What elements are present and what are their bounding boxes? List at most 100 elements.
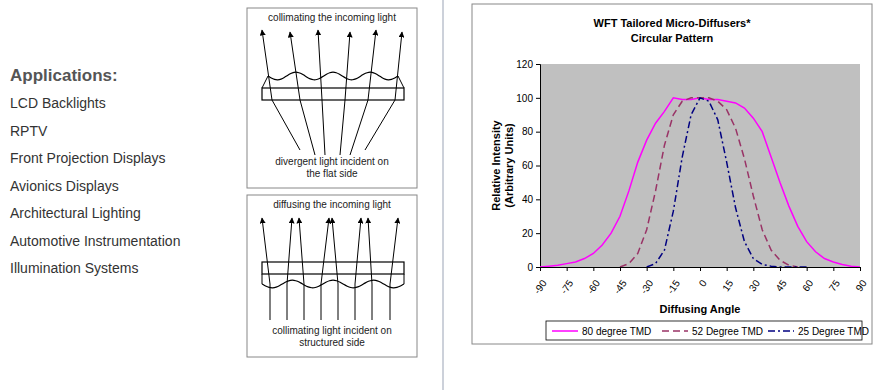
x-tick: 90 [853, 267, 869, 293]
x-tick-mark [833, 267, 834, 271]
legend-swatch [552, 330, 578, 332]
application-item: LCD Backlights [10, 95, 106, 111]
y-tick-label: 120 [516, 59, 533, 70]
x-tick: 15 [720, 267, 736, 293]
light-ray [332, 218, 338, 320]
x-tick: 45 [773, 267, 789, 293]
x-tick-label: 30 [747, 278, 763, 294]
legend-swatch [768, 330, 794, 332]
legend-label: 80 degree TMD [582, 326, 651, 337]
light-ray [321, 218, 329, 320]
chart-title: WFT Tailored Micro-Diffusers* [594, 17, 752, 29]
x-tick-label: -75 [558, 278, 576, 297]
chart: WFT Tailored Micro-Diffusers* Circular Pa… [472, 4, 872, 344]
y-tick-label: 80 [522, 126, 534, 137]
applications: Applications:LCD BacklightsRPTVFront Pro… [10, 66, 180, 276]
y-tick: 80 [522, 126, 540, 137]
y-tick-mark [536, 98, 540, 99]
diagram-caption: divergent light incident on [275, 156, 388, 167]
x-tick: 0 [697, 267, 709, 289]
light-ray [365, 32, 402, 150]
y-tick-mark [536, 233, 540, 234]
application-item: Architectural Lighting [10, 205, 141, 221]
x-tick-mark [807, 267, 808, 271]
plot-area [540, 64, 860, 267]
y-tick: 0 [527, 262, 540, 273]
y-tick-label: 100 [516, 93, 533, 104]
chart-subtitle: Circular Pattern [631, 32, 714, 44]
light-ray [299, 218, 304, 320]
x-tick-label: 90 [853, 278, 869, 294]
y-tick: 20 [522, 228, 540, 239]
y-tick-mark [536, 166, 540, 167]
optic-surface [262, 280, 404, 288]
chart-frame [472, 4, 872, 344]
y-tick-label: 20 [522, 228, 534, 239]
legend-swatch [662, 330, 688, 332]
light-ray [355, 218, 361, 320]
x-tick-label: 45 [773, 278, 789, 294]
x-tick: -60 [585, 267, 603, 296]
x-tick-label: 15 [720, 278, 736, 294]
diagram-caption: the flat side [306, 168, 358, 179]
application-item: RPTV [10, 123, 48, 139]
diagram-frame [247, 195, 417, 357]
x-tick-mark [860, 267, 861, 271]
x-tick-label: -90 [531, 278, 549, 297]
x-tick-mark [753, 267, 754, 271]
y-tick: 120 [516, 59, 540, 70]
x-tick: -75 [558, 267, 576, 296]
diagram-caption: structured side [299, 337, 365, 348]
series-line [540, 98, 860, 267]
light-ray [262, 218, 270, 320]
x-tick-mark [593, 267, 594, 271]
x-tick: -15 [665, 267, 683, 296]
x-tick: -90 [531, 267, 549, 296]
diagram: collimating the incoming light divergent … [247, 8, 417, 188]
y-tick-mark [536, 132, 540, 133]
x-tick-mark [567, 267, 568, 271]
diagram-caption: collimating the incoming light [268, 12, 396, 23]
y-tick: 60 [522, 160, 540, 171]
light-ray [262, 30, 300, 150]
x-tick-label: -60 [585, 278, 603, 297]
x-tick-label: -30 [638, 278, 656, 297]
x-tick-label: 75 [827, 278, 843, 294]
y-tick-mark [536, 199, 540, 200]
application-item: Automotive Instrumentation [10, 233, 180, 249]
optic-surface [268, 72, 398, 80]
page-root: Applications:LCD BacklightsRPTVFront Pro… [0, 0, 880, 390]
optic-substrate [262, 88, 404, 100]
diagram-caption: diffusing the incoming light [273, 199, 391, 210]
optic-edge [262, 274, 404, 284]
series-lines [540, 98, 860, 267]
optic-edge [262, 76, 404, 88]
legend: 80 degree TMD52 Degree TMD25 Degree TMD [546, 321, 869, 340]
x-axis-line [541, 268, 861, 272]
y-axis-title-line: Relative Intensity [490, 119, 502, 210]
x-tick: 30 [747, 267, 763, 293]
diagram-frame [247, 8, 417, 188]
x-tick: -30 [638, 267, 656, 296]
y-tick-mark [536, 64, 540, 65]
y-tick-label: 60 [522, 160, 534, 171]
x-tick: 60 [800, 267, 816, 293]
series-line [620, 98, 798, 267]
light-ray [350, 30, 376, 155]
x-tick-label: 0 [697, 278, 709, 289]
light-ray [290, 32, 315, 155]
y-tick-mark [536, 267, 540, 268]
light-ray [340, 32, 350, 155]
y-tick: 40 [522, 194, 540, 205]
canvas: Applications:LCD BacklightsRPTVFront Pro… [0, 0, 880, 390]
y-axis-line [536, 65, 541, 268]
x-axis: -90 -75 -60 -45 -30 -15 0 15 30 45 60 75 90 [531, 267, 869, 296]
y-axis-title-line: (Arbitrary Units) [503, 123, 515, 208]
x-tick-label: -45 [611, 278, 629, 297]
light-ray [368, 218, 372, 320]
x-tick-mark [540, 267, 541, 271]
application-item: Front Projection Displays [10, 150, 166, 166]
x-tick-label: -15 [665, 278, 683, 297]
x-tick-mark [727, 267, 728, 271]
diagram: diffusing the incoming lightcollimating … [247, 195, 417, 357]
